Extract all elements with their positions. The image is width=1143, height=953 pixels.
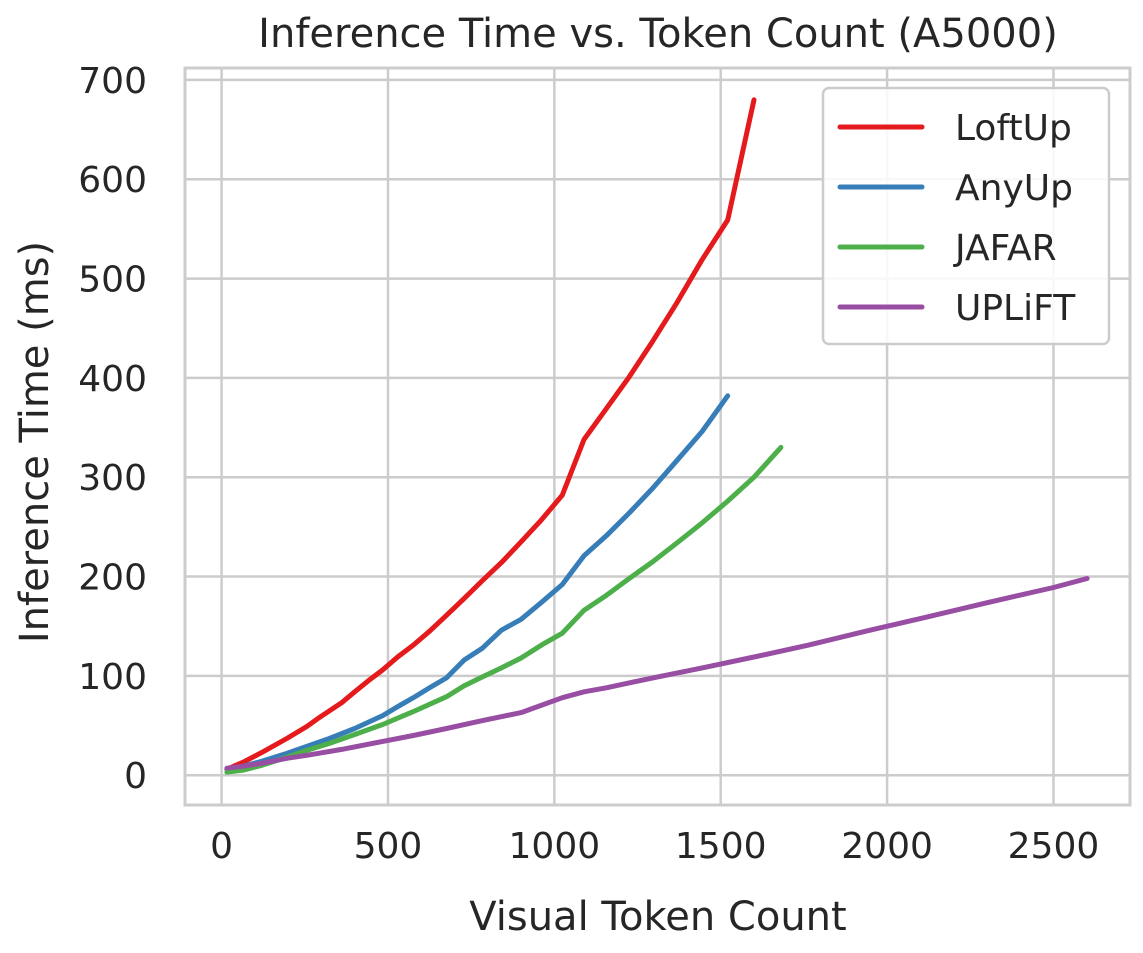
series-lines	[224, 97, 1090, 775]
legend-label-anyup: AnyUp	[955, 168, 1073, 209]
y-tick-label: 400	[78, 359, 147, 400]
y-tick-labels: 0 100 200 300 400 500 600 700	[78, 61, 147, 797]
y-axis-label: Inference Time (ms)	[12, 241, 58, 643]
y-tick-label: 300	[78, 458, 147, 499]
series-line-jafar	[224, 444, 784, 775]
legend: LoftUp AnyUp JAFAR UPLiFT	[821, 86, 1111, 346]
y-tick-label: 0	[124, 756, 147, 797]
plot-frame	[183, 66, 1132, 807]
series-line-uplift	[224, 576, 1090, 771]
legend-label-loftup: LoftUp	[955, 108, 1072, 149]
legend-label-uplift: UPLiFT	[955, 288, 1076, 329]
series-line-anyup	[224, 393, 731, 772]
x-tick-label: 500	[354, 826, 423, 867]
x-tick-label: 2000	[841, 826, 933, 867]
y-tick-label: 200	[78, 558, 147, 599]
x-tick-label: 2500	[1008, 826, 1100, 867]
y-tick-label: 700	[78, 61, 147, 102]
y-tick-label: 100	[78, 657, 147, 698]
legend-label-jafar: JAFAR	[953, 228, 1057, 269]
x-tick-label: 0	[210, 826, 233, 867]
y-tick-label: 600	[78, 160, 147, 201]
x-tick-label: 1500	[675, 826, 767, 867]
chart-title: Inference Time vs. Token Count (A5000)	[258, 11, 1058, 57]
series-line-loftup	[224, 97, 757, 772]
y-tick-label: 500	[78, 260, 147, 301]
legend-box	[821, 86, 1111, 346]
x-tick-labels: 0 500 1000 1500 2000 2500	[210, 826, 1099, 867]
x-tick-label: 1000	[509, 826, 601, 867]
x-axis-label: Visual Token Count	[469, 894, 846, 940]
